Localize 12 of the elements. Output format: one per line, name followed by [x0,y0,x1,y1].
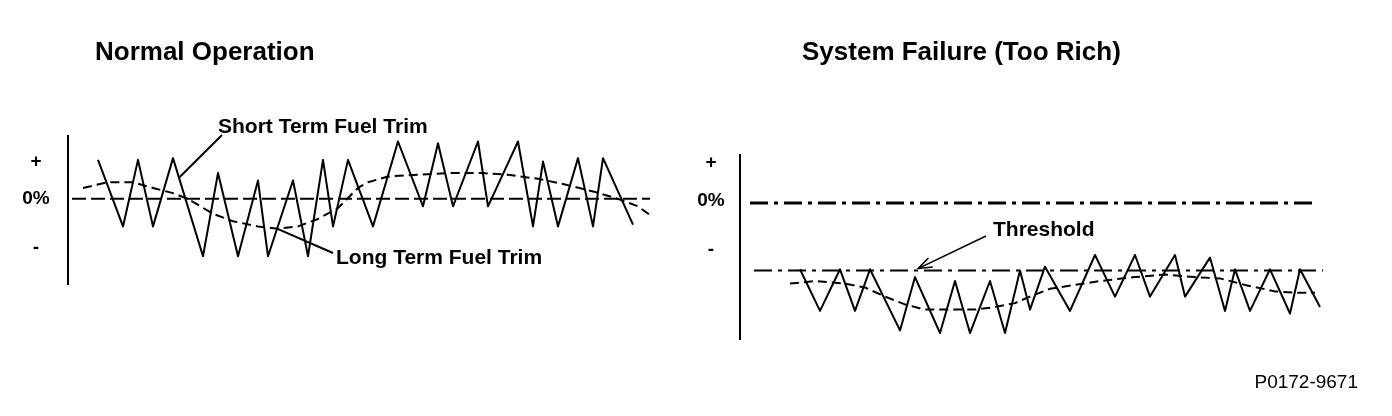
text: - [707,238,715,260]
text: 0% [697,189,725,211]
chart-title: System Failure (Too Rich) [802,36,1121,67]
series-label: Short Term Fuel Trim [218,113,428,137]
chart-title: Normal Operation [95,36,315,67]
text: + [705,151,717,173]
text: 0% [22,187,50,209]
text: + [30,150,42,172]
ref-line-label: Threshold [993,216,1095,240]
text: P0172-9671 [1254,371,1358,393]
text: - [32,236,40,258]
series-label: Long Term Fuel Trim [336,244,543,268]
